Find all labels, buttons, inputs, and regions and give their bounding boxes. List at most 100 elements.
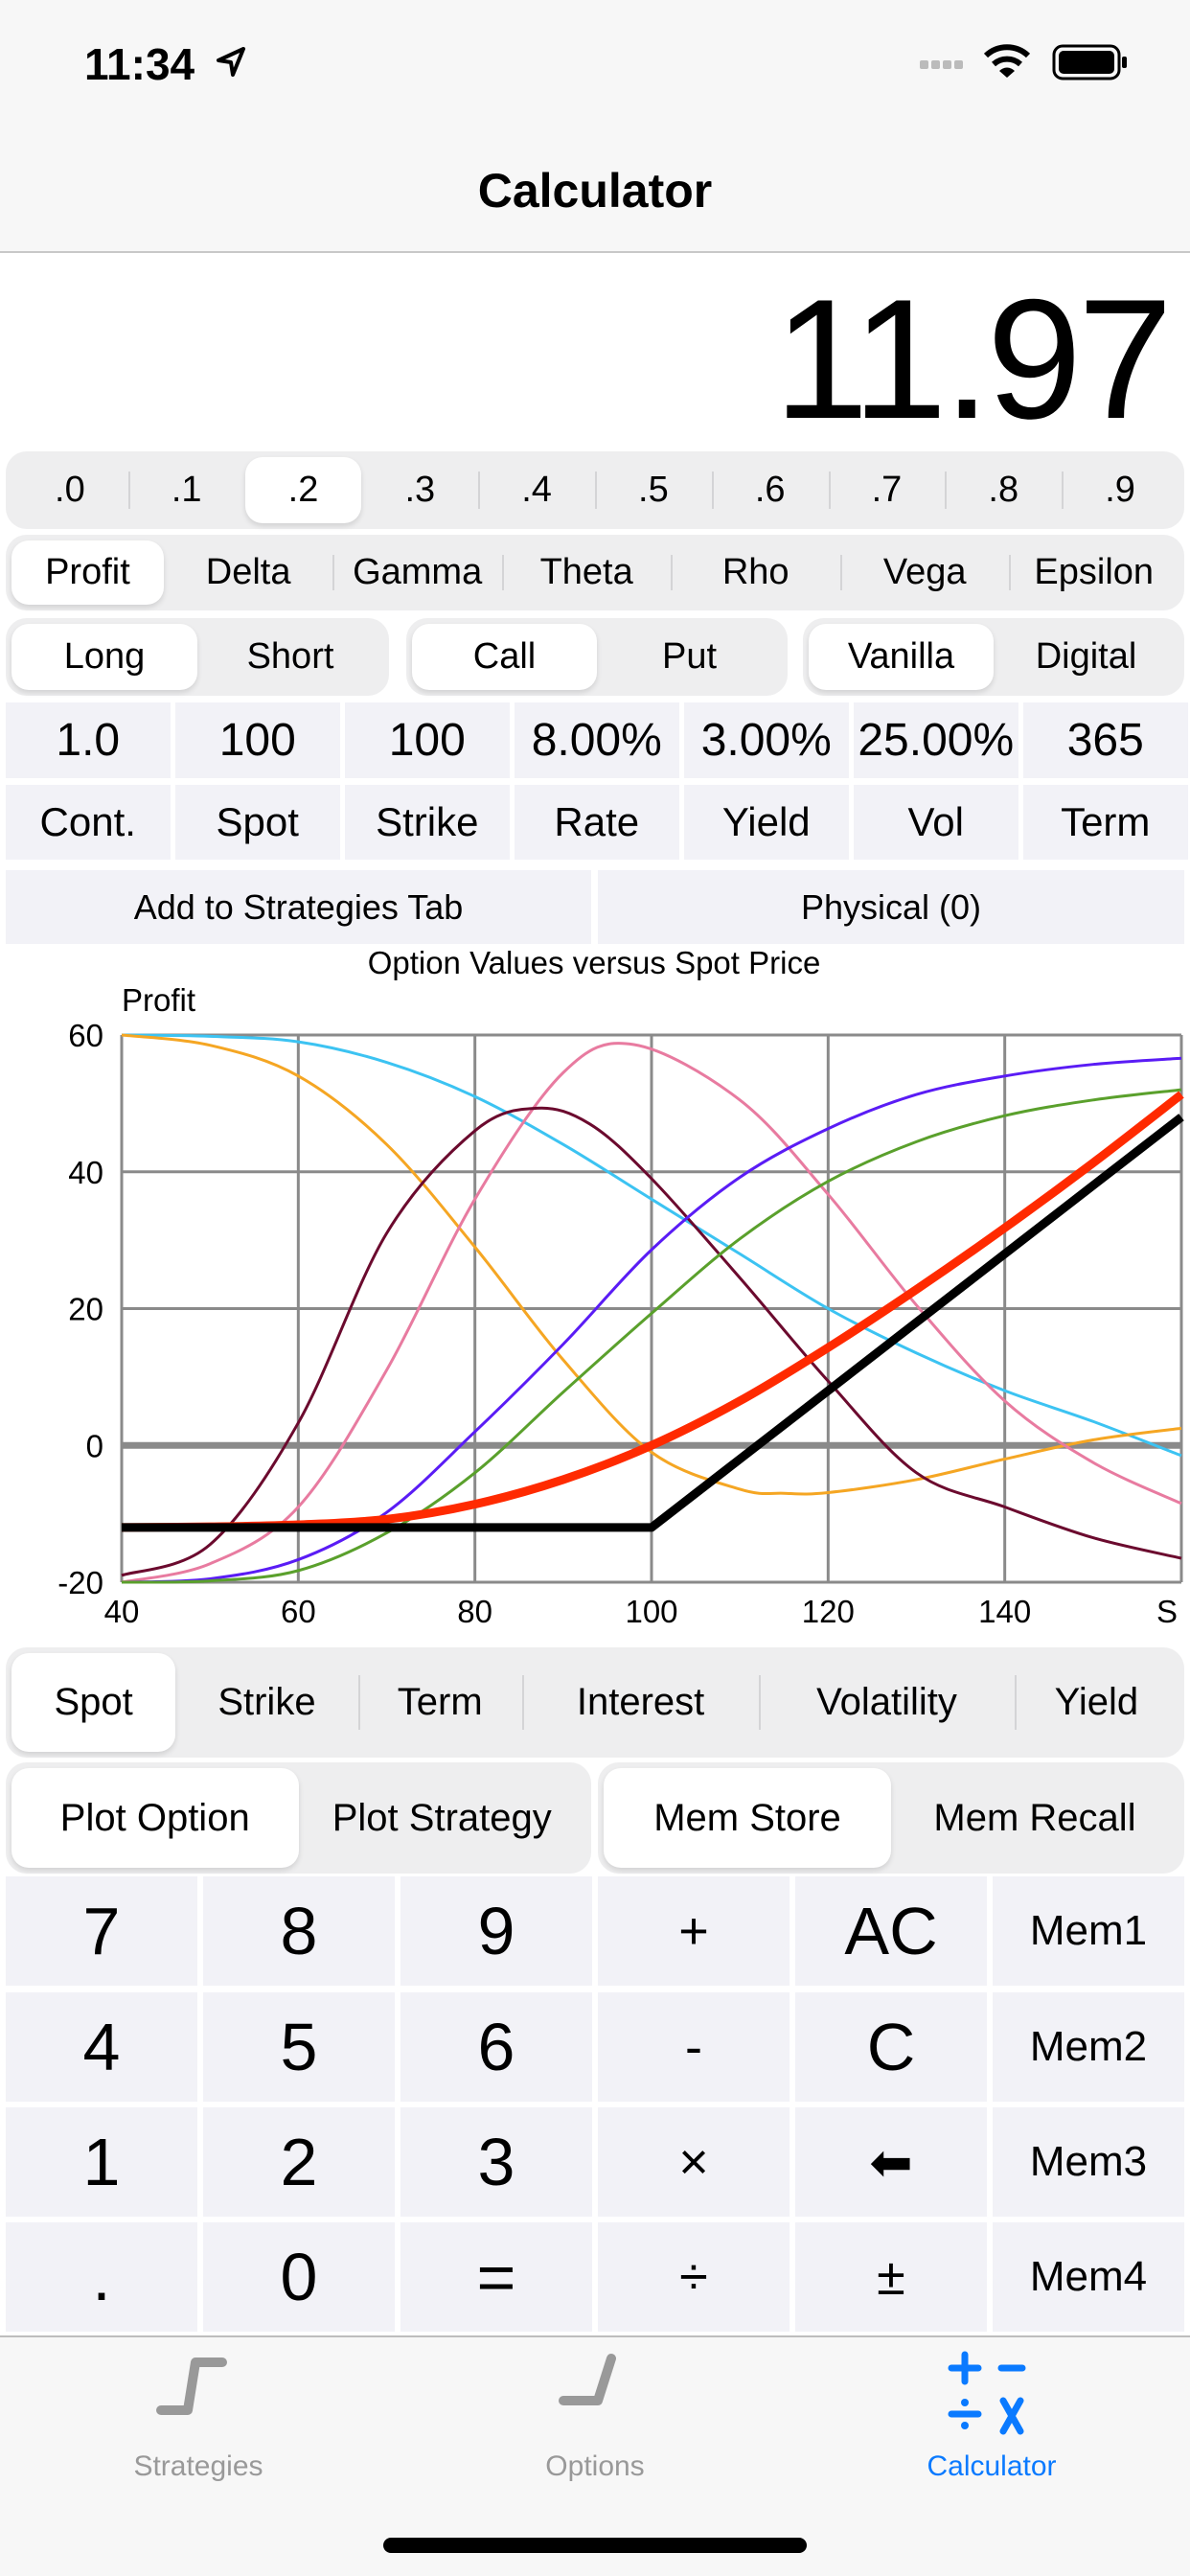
x-tick-label: 60 [281, 1594, 316, 1629]
key-mem4[interactable]: Mem4 [993, 2222, 1184, 2332]
measure-selector-item-epsilon[interactable]: Epsilon [1009, 540, 1179, 605]
option-type-selector-item-put[interactable]: Put [661, 636, 718, 677]
position-selector-item-short[interactable]: Short [246, 636, 334, 677]
key-digit[interactable]: 0 [203, 2222, 395, 2332]
battery-icon [1052, 44, 1127, 80]
decimal-selector-item-1[interactable]: .1 [127, 457, 245, 523]
key-digit[interactable]: 6 [400, 1992, 592, 2102]
decimal-selector-item-4[interactable]: .4 [478, 457, 595, 523]
series-line-3 [121, 1106, 1182, 1577]
param-value-term[interactable]: 365 [1023, 702, 1188, 778]
decimal-selector-item-2[interactable]: .2 [244, 457, 362, 523]
decimal-selector-item-5[interactable]: .5 [594, 457, 712, 523]
plot-variable-selector-item-term[interactable]: Term [357, 1653, 522, 1752]
key-operator[interactable]: × [598, 2107, 790, 2217]
page-title: Calculator [477, 164, 713, 218]
plot-variable-selector-item-volatility[interactable]: Volatility [759, 1653, 1014, 1752]
key-operator[interactable]: ÷ [598, 2222, 790, 2332]
calculator-display: 11.97 [773, 264, 1173, 454]
chart-title: Option Values versus Spot Price [368, 949, 821, 980]
tab-options[interactable]: Options [397, 2337, 793, 2529]
x-tick-label: 140 [978, 1594, 1031, 1629]
key-digit[interactable]: . [6, 2222, 197, 2332]
option-style-selector-item-vanilla[interactable]: Vanilla [809, 624, 994, 690]
physical-button[interactable]: Physical (0) [598, 870, 1184, 944]
measure-selector-item-delta[interactable]: Delta [205, 552, 291, 592]
key-mem3[interactable]: Mem3 [993, 2107, 1184, 2217]
calculator-icon [948, 2351, 1026, 2435]
y-axis-label: Profit [122, 982, 195, 1018]
plot-mode-selector-item-plot-strategy[interactable]: Plot Strategy [332, 1796, 552, 1839]
key-function[interactable]: C [795, 1992, 987, 2102]
y-tick-label: 60 [68, 1018, 103, 1053]
decimal-selector-item-8[interactable]: .8 [945, 457, 1062, 523]
key-digit[interactable]: = [400, 2222, 592, 2332]
key-function[interactable]: AC [795, 1876, 987, 1986]
decimal-selector-item-6[interactable]: .6 [711, 457, 829, 523]
memory-mode-selector-item-mem-store[interactable]: Mem Store [604, 1768, 891, 1868]
decimal-selector-item-7[interactable]: .7 [828, 457, 946, 523]
key-operator[interactable]: + [598, 1876, 790, 1986]
key-mem1[interactable]: Mem1 [993, 1876, 1184, 1986]
tab-calculator[interactable]: Calculator [793, 2337, 1190, 2529]
strategies-icon [156, 2358, 227, 2415]
key-mem2[interactable]: Mem2 [993, 1992, 1184, 2102]
option-type-selector-item-call[interactable]: Call [412, 624, 597, 690]
decimal-selector-item-0[interactable]: .0 [55, 470, 85, 510]
key-function[interactable]: ± [795, 2222, 987, 2332]
tab-bar: Strategies Options Calculator [0, 2335, 1190, 2576]
measure-selector-item-theta[interactable]: Theta [501, 540, 672, 605]
y-tick-label: -20 [57, 1565, 103, 1600]
decimal-selector: .0 .1.2 .3 .4.5.6.7.8.9 [6, 451, 1184, 529]
param-value-strike[interactable]: 100 [345, 702, 510, 778]
decimal-selector-item-9[interactable]: .9 [1062, 457, 1179, 523]
key-function[interactable]: ⬅ [795, 2107, 987, 2217]
memory-mode-selector: Mem Store Mem Recall [598, 1762, 1184, 1874]
measure-selector-item-vega[interactable]: Vega [839, 540, 1010, 605]
key-digit[interactable]: 3 [400, 2107, 592, 2217]
measure-selector-item-gamma[interactable]: Gamma [332, 540, 502, 605]
key-digit[interactable]: 2 [203, 2107, 395, 2217]
key-digit[interactable]: 4 [6, 1992, 197, 2102]
y-tick-label: 20 [68, 1292, 103, 1327]
plot-mode-selector-item-plot-option[interactable]: Plot Option [11, 1768, 299, 1868]
param-value-vol[interactable]: 25.00% [854, 702, 1018, 778]
key-digit[interactable]: 9 [400, 1876, 592, 1986]
series-line-0 [121, 1033, 1182, 1458]
status-bar: 11:34 [0, 0, 1190, 144]
options-icon [559, 2354, 616, 2405]
key-digit[interactable]: 7 [6, 1876, 197, 1986]
param-label-rate: Rate [515, 785, 679, 860]
plot-variable-selector-item-yield[interactable]: Yield [1014, 1653, 1179, 1752]
series-line-1 [121, 1033, 1182, 1496]
add-to-strategies-button[interactable]: Add to Strategies Tab [6, 870, 591, 944]
plot-variable-selector-item-interest[interactable]: Interest [521, 1653, 759, 1752]
position-selector-item-long[interactable]: Long [11, 624, 197, 690]
measure-selector-item-profit[interactable]: Profit [11, 540, 164, 605]
option-values-chart: Option Values versus Spot Price Profit 40 6… [57, 949, 1184, 1629]
position-selector: Long Short [6, 618, 389, 696]
x-tick-label: S [1156, 1594, 1178, 1629]
decimal-selector-item-3[interactable]: .3 [404, 470, 436, 510]
cellular-signal-icon [920, 60, 963, 69]
series-line-7 [122, 1114, 1184, 1532]
param-value-rate[interactable]: 8.00% [515, 702, 679, 778]
key-digit[interactable]: 1 [6, 2107, 197, 2217]
key-digit[interactable]: 5 [203, 1992, 395, 2102]
nav-bar: Calculator [0, 144, 1190, 253]
tab-strategies[interactable]: Strategies [0, 2337, 397, 2529]
param-value-yield[interactable]: 3.00% [684, 702, 849, 778]
param-value-contracts[interactable]: 1.0 [6, 702, 171, 778]
plot-variable-selector-item-spot[interactable]: Spot [11, 1653, 176, 1752]
key-digit[interactable]: 8 [203, 1876, 395, 1986]
param-label-spot: Spot [175, 785, 340, 860]
y-tick-label: 0 [86, 1428, 103, 1463]
measure-selector-item-rho[interactable]: Rho [671, 540, 840, 605]
key-operator[interactable]: - [598, 1992, 790, 2102]
option-style-selector: Vanilla Digital [803, 618, 1184, 696]
memory-mode-selector-item-mem-recall[interactable]: Mem Recall [933, 1796, 1136, 1839]
plot-variable-selector-item-strike[interactable]: Strike [217, 1681, 316, 1723]
option-style-selector-item-digital[interactable]: Digital [1035, 636, 1137, 677]
location-arrow-icon [217, 47, 245, 77]
param-value-spot[interactable]: 100 [175, 702, 340, 778]
